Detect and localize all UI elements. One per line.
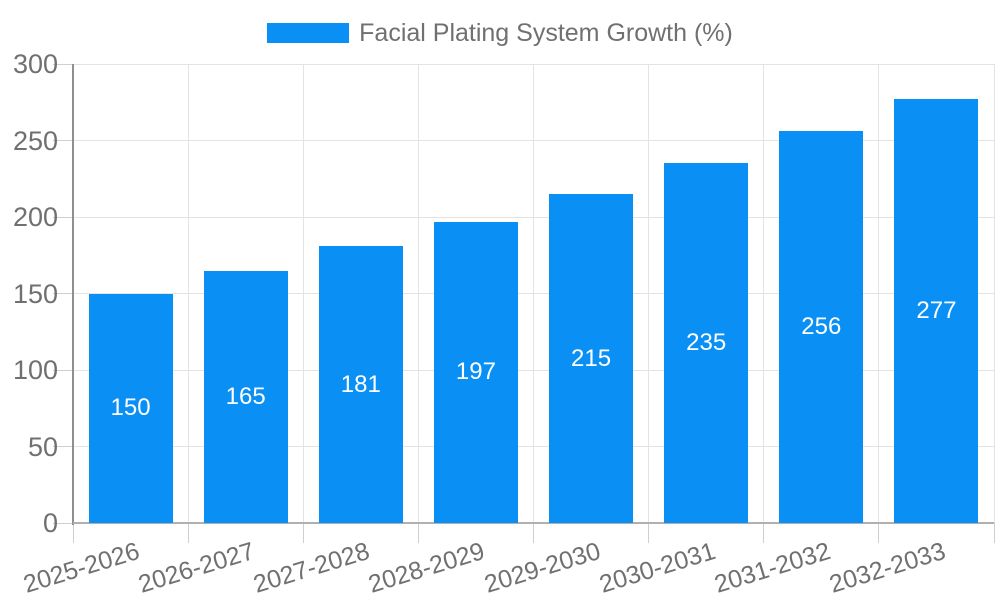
x-axis-tick-label: 2028-2029 [365,537,489,599]
x-tick-mark [187,523,189,543]
y-tick-mark [53,293,73,294]
x-tick-mark [993,523,995,543]
y-tick-mark [53,369,73,371]
y-axis-tick-label: 300 [12,49,58,79]
y-axis-tick-label: 100 [12,355,58,385]
x-gridline [878,64,880,523]
x-gridline [763,64,765,523]
x-tick-mark [72,523,74,543]
x-gridline [187,64,189,523]
x-axis-tick-label: 2031-2032 [710,537,834,599]
bar-value-label: 150 [110,394,151,422]
y-axis-line [72,64,74,525]
x-axis-tick-label: 2027-2028 [250,537,373,599]
bar: 150 [88,293,173,523]
legend-swatch [267,23,350,43]
x-tick-mark [648,523,650,543]
bar-value-label: 197 [455,358,496,386]
legend-label: Facial Plating System Growth (%) [359,18,733,47]
x-tick-mark [417,523,419,543]
x-gridline [302,64,304,523]
bar: 165 [203,270,288,523]
bar-value-label: 256 [801,313,842,341]
x-tick-mark [878,523,880,543]
x-axis-tick-label: 2030-2031 [595,537,719,599]
bar: 256 [779,131,864,523]
bar: 197 [433,221,518,523]
bar-value-label: 277 [916,297,957,325]
y-tick-mark [53,216,73,218]
y-axis-tick-label: 0 [42,508,58,538]
x-gridline [993,64,995,523]
bar: 235 [664,163,749,523]
x-axis-line [73,522,994,524]
y-axis-tick-label: 150 [12,278,58,309]
x-gridline [648,64,650,523]
bar-value-label: 235 [686,329,727,357]
bar: 215 [549,194,634,523]
y-axis-tick-label: 50 [27,431,58,462]
bar-value-label: 181 [340,370,381,398]
y-tick-mark [53,63,73,65]
x-tick-mark [763,523,765,543]
x-tick-mark [302,523,304,543]
y-axis-tick-label: 200 [12,202,58,232]
x-gridline [533,64,534,523]
x-axis-tick-label: 2029-2030 [480,537,604,599]
y-axis-tick-label: 250 [12,125,58,156]
x-axis-tick-label: 2032-2033 [826,537,949,599]
y-tick-mark [53,446,73,447]
bar-value-label: 215 [571,344,612,372]
x-axis-tick-label: 2026-2027 [135,537,258,599]
x-tick-mark [533,523,534,543]
y-tick-mark [53,522,73,524]
bar: 181 [318,246,403,523]
x-axis-tick-label: 2025-2026 [20,537,143,599]
legend: Facial Plating System Growth (%) [0,18,1000,47]
y-tick-mark [53,140,73,141]
x-gridline [417,64,419,523]
bar: 277 [894,99,979,523]
bar-value-label: 165 [225,382,266,410]
